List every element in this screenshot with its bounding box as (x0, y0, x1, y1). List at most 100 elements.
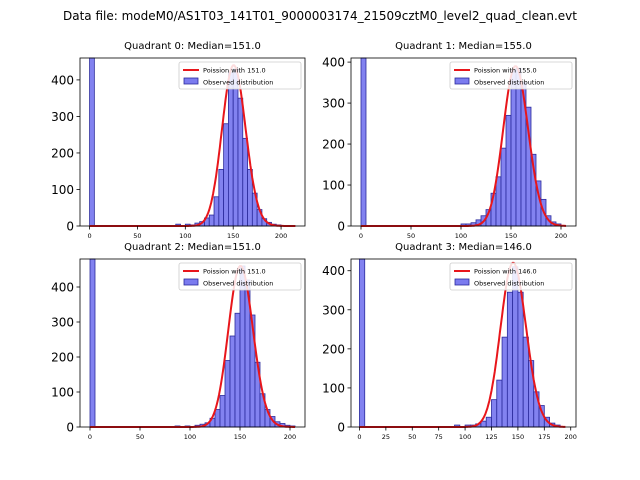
x-tick-label: 50 (136, 433, 144, 441)
histogram-bar (485, 416, 492, 428)
histogram-bar (506, 291, 514, 428)
histogram-bar (223, 123, 229, 227)
x-tick-label: 175 (538, 433, 550, 441)
histogram-bar (501, 336, 508, 428)
x-tick-label: 0 (357, 433, 361, 441)
legend-box (178, 262, 302, 291)
y-tick-label: 0 (66, 421, 74, 435)
histogram-bar (512, 266, 519, 428)
y-tick-label: 300 (322, 97, 345, 111)
y-tick-label: 400 (51, 281, 74, 295)
histogram-bar (491, 399, 498, 428)
y-tick-label: 200 (51, 146, 74, 160)
x-tick-label: 150 (505, 232, 517, 240)
x-tick-label: 75 (435, 433, 443, 441)
axes-frame (350, 258, 577, 428)
legend-bar-swatch (454, 278, 470, 286)
histogram-bar (234, 312, 241, 428)
y-tick-label: 300 (51, 110, 74, 124)
histogram-bar (515, 67, 522, 227)
histogram-bar (229, 335, 236, 428)
y-tick-label: 200 (322, 342, 345, 356)
y-tick-label: 0 (66, 220, 74, 234)
y-tick-label: 300 (51, 316, 74, 330)
legend-poisson-label: Poission with 155.0 (474, 67, 537, 75)
x-tick-label: 150 (227, 232, 239, 240)
legend-bar-swatch (454, 77, 470, 85)
histogram-bar (517, 291, 524, 428)
histogram-bar (219, 395, 226, 428)
histogram-bar (89, 258, 96, 428)
histogram-bar (500, 147, 507, 227)
subplot-title: Quadrant 2: Median=151.0 (124, 242, 261, 253)
y-tick-label: 0 (337, 421, 345, 435)
subplot-title: Quadrant 0: Median=151.0 (124, 41, 261, 52)
x-tick-label: 25 (382, 433, 390, 441)
x-tick-label: 200 (284, 433, 296, 441)
histogram-bar (232, 68, 239, 227)
legend-observed-label: Observed distribution (203, 79, 273, 87)
histogram-bar (237, 97, 244, 227)
x-tick-label: 200 (555, 232, 567, 240)
subplot-title: Quadrant 3: Median=146.0 (395, 242, 532, 253)
legend-poisson-label: Poission with 151.0 (203, 268, 266, 276)
y-tick-label: 200 (51, 351, 74, 365)
x-tick-label: 50 (133, 232, 141, 240)
histogram-bar (360, 57, 367, 227)
y-tick-label: 100 (51, 183, 74, 197)
legend-observed-label: Observed distribution (474, 280, 544, 288)
figure-suptitle: Data file: modeM0/AS1T03_141T01_90000031… (63, 9, 577, 23)
histogram-bar (214, 409, 221, 428)
y-tick-label: 0 (337, 220, 345, 234)
subplot-quadrant-3: Quadrant 3: Median=146.0 0 25 50 75 100 125 150… (322, 242, 577, 441)
x-tick-label: 200 (275, 232, 287, 240)
legend-observed-label: Observed distribution (203, 280, 273, 288)
x-tick-label: 125 (485, 433, 497, 441)
y-tick-label: 100 (322, 179, 345, 193)
x-tick-label: 200 (565, 433, 577, 441)
x-tick-label: 100 (179, 232, 191, 240)
legend-bar-swatch (183, 77, 199, 85)
legend-box (449, 262, 573, 291)
x-tick-label: 100 (455, 232, 467, 240)
histogram-bar (510, 69, 517, 227)
histogram-bar (359, 258, 366, 428)
x-tick-label: 0 (88, 433, 92, 441)
histogram-bar (505, 114, 512, 227)
legend-box (449, 61, 573, 90)
legend-observed-label: Observed distribution (474, 79, 544, 87)
histogram-bar (208, 214, 215, 227)
y-tick-label: 200 (322, 138, 345, 152)
subplot-quadrant-0: Quadrant 0: Median=151.0 0 50 100 150 200 0 100… (51, 41, 306, 240)
histogram-bar (496, 379, 503, 428)
y-tick-label: 300 (322, 303, 345, 317)
x-tick-label: 0 (359, 232, 363, 240)
histogram-bar (218, 168, 225, 227)
axes-frame (79, 57, 306, 227)
x-tick-label: 50 (408, 433, 416, 441)
subplot-quadrant-2: Quadrant 2: Median=151.0 0 50 100 150 200 0 100… (51, 242, 306, 441)
histogram-bar (242, 137, 248, 227)
subplot-quadrant-1: Quadrant 1: Median=155.0 0 50 100 150 200 0 100… (322, 41, 577, 240)
x-tick-label: 0 (88, 232, 92, 240)
y-tick-label: 100 (322, 381, 345, 395)
x-tick-label: 150 (512, 433, 524, 441)
histogram-bar (495, 176, 502, 227)
legend-bar-swatch (183, 278, 199, 286)
legend-poisson-label: Poission with 146.0 (474, 268, 537, 276)
subplot-title: Quadrant 1: Median=155.0 (395, 41, 532, 52)
y-tick-label: 400 (322, 56, 345, 70)
histogram-bar (213, 196, 220, 227)
histogram-bar (228, 72, 234, 227)
axes-frame (350, 57, 577, 227)
x-tick-label: 100 (184, 433, 196, 441)
x-tick-label: 100 (459, 433, 471, 441)
y-tick-label: 400 (322, 264, 345, 278)
histogram-bar (89, 57, 95, 227)
histogram-bar (522, 336, 529, 428)
y-tick-label: 100 (51, 386, 74, 400)
poisson-curve (89, 64, 296, 227)
x-tick-label: 150 (234, 433, 246, 441)
axes-frame (79, 258, 306, 428)
